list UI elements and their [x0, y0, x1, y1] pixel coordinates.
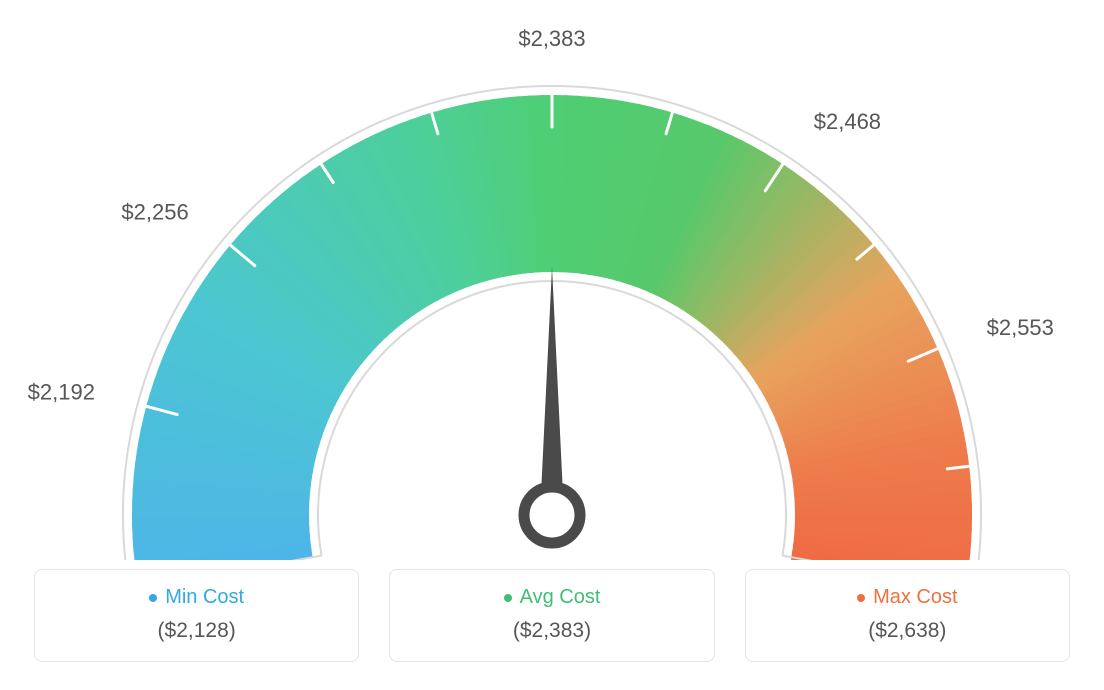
max-cost-card: Max Cost ($2,638) — [745, 569, 1070, 662]
max-cost-value: ($2,638) — [766, 619, 1049, 643]
svg-text:$2,383: $2,383 — [518, 26, 585, 51]
svg-text:$2,256: $2,256 — [121, 199, 188, 224]
svg-text:$2,192: $2,192 — [28, 379, 95, 404]
min-cost-card: Min Cost ($2,128) — [34, 569, 359, 662]
avg-cost-card: Avg Cost ($2,383) — [389, 569, 714, 662]
min-cost-label: Min Cost — [165, 586, 244, 609]
avg-cost-dot-icon — [504, 594, 512, 602]
svg-text:$2,468: $2,468 — [814, 109, 881, 134]
cost-gauge-chart: $2,128$2,192$2,256$2,383$2,468$2,553$2,6… — [0, 0, 1104, 560]
avg-cost-title: Avg Cost — [504, 586, 601, 609]
max-cost-dot-icon — [857, 594, 865, 602]
max-cost-title: Max Cost — [857, 586, 957, 609]
cost-summary-cards: Min Cost ($2,128) Avg Cost ($2,383) Max … — [34, 569, 1070, 662]
avg-cost-value: ($2,383) — [410, 619, 693, 643]
svg-text:$2,553: $2,553 — [987, 315, 1054, 340]
min-cost-value: ($2,128) — [55, 619, 338, 643]
avg-cost-label: Avg Cost — [520, 586, 601, 609]
min-cost-dot-icon — [149, 594, 157, 602]
max-cost-label: Max Cost — [873, 586, 957, 609]
min-cost-title: Min Cost — [149, 586, 244, 609]
